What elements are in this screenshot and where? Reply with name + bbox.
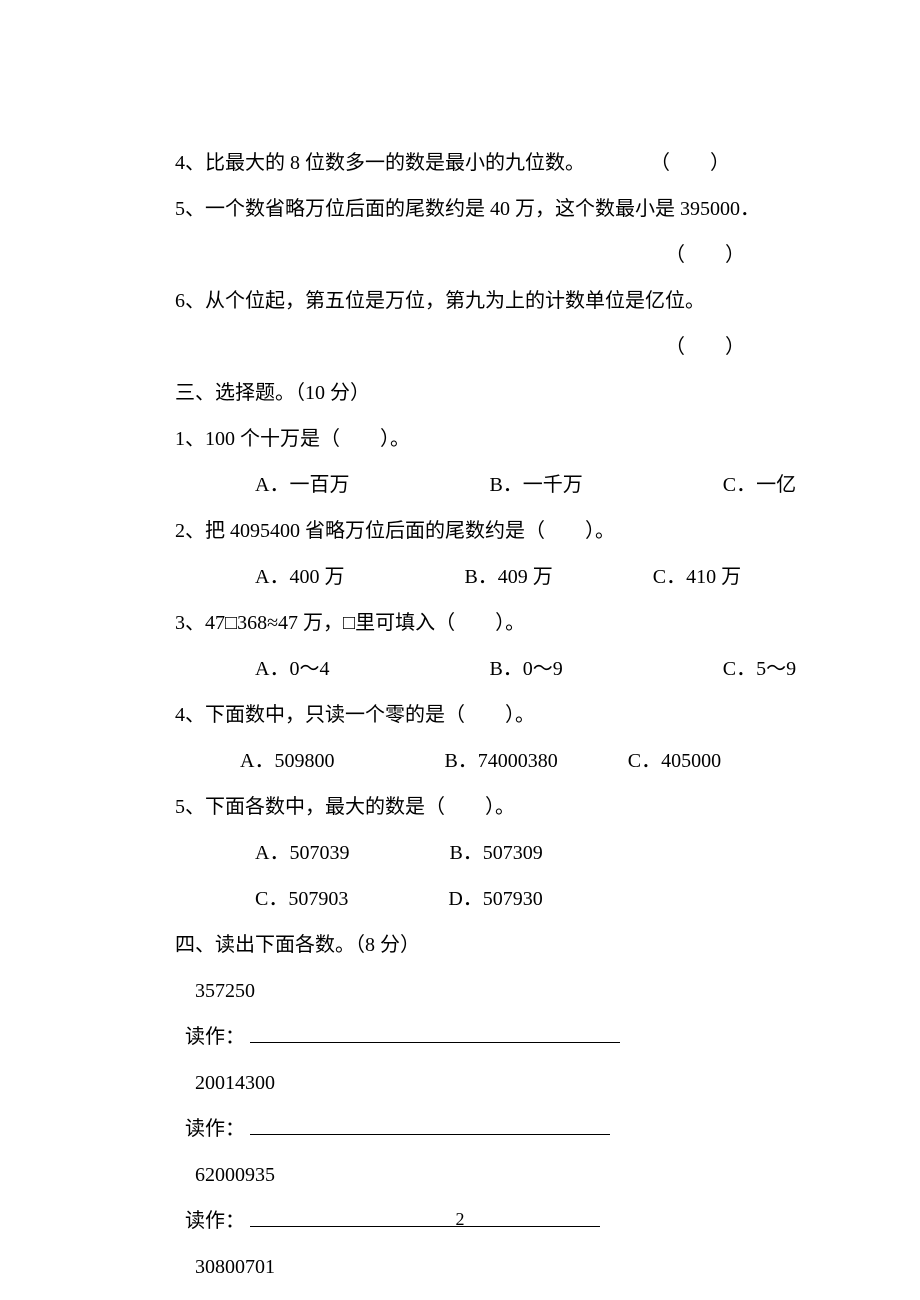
underline-2 (250, 1111, 610, 1135)
section3-q4-a: A．509800 (240, 750, 334, 772)
section4-n3: 62000935 (175, 1152, 760, 1198)
section3-q2-c: C．410 万 (653, 566, 741, 588)
section4-n4: 30800701 (175, 1244, 760, 1290)
section4-n1: 357250 (175, 968, 760, 1014)
judge-q5-text: 5、一个数省略万位后面的尾数约是 40 万，这个数最小是 395000． (175, 198, 760, 220)
judge-q6-paren: （ ） (665, 336, 745, 358)
section3-q3-options: A．0～4 B．0～9 C．5～9 (175, 646, 760, 692)
judge-q4-text: 4、比最大的 8 位数多一的数是最小的九位数。 (175, 152, 585, 174)
section3-q2-a: A．400 万 (255, 566, 344, 588)
section3-q4-stem: 4、下面数中，只读一个零的是（ ）。 (175, 692, 760, 738)
section3-q4-c: C．405000 (628, 750, 721, 772)
read-label-2: 读作： (185, 1118, 245, 1140)
section3-q4-options: A．509800 B．74000380 C．405000 (175, 738, 760, 784)
section4-n2: 20014300 (175, 1060, 760, 1106)
section4-title: 四、读出下面各数。（8 分） (175, 922, 760, 968)
section3-q3-stem: 3、47□368≈47 万，□里可填入（ ）。 (175, 600, 760, 646)
section3-q2-b: B．409 万 (464, 566, 552, 588)
page-number: 2 (0, 1199, 920, 1240)
section4-read2: 读作： (175, 1106, 760, 1152)
section3-q5-stem: 5、下面各数中，最大的数是（ ）。 (175, 784, 760, 830)
section3-q3-a: A．0～4 (255, 658, 329, 680)
section3-q1-c: C．一亿 (723, 474, 796, 496)
section3-q5-options1: A．507039 B．507309 (175, 830, 760, 876)
section3-q5-b: B．507309 (449, 842, 542, 864)
judge-q5-paren: （ ） (665, 244, 745, 266)
judge-q4: 4、比最大的 8 位数多一的数是最小的九位数。 （ ） (175, 140, 760, 186)
section3-q2-options: A．400 万 B．409 万 C．410 万 (175, 554, 760, 600)
section3-q1-stem: 1、100 个十万是（ ）。 (175, 416, 760, 462)
section3-q1-b: B．一千万 (489, 474, 582, 496)
section3-q3-c: C．5～9 (723, 658, 796, 680)
judge-q6-text: 6、从个位起，第五位是万位，第九为上的计数单位是亿位。 (175, 290, 705, 312)
section3-title: 三、选择题。（10 分） (175, 370, 760, 416)
section3-q3-b: B．0～9 (489, 658, 562, 680)
underline-1 (250, 1019, 620, 1043)
judge-q5: 5、一个数省略万位后面的尾数约是 40 万，这个数最小是 395000． (175, 186, 760, 232)
section3-q5-d: D．507930 (448, 888, 542, 910)
section3-q5-a: A．507039 (255, 842, 349, 864)
judge-q6: 6、从个位起，第五位是万位，第九为上的计数单位是亿位。 (175, 278, 760, 324)
section3-q2-stem: 2、把 4095400 省略万位后面的尾数约是（ ）。 (175, 508, 760, 554)
judge-q5-paren-line: （ ） (175, 232, 760, 278)
judge-q4-paren: （ ） (650, 152, 730, 174)
section3-q5-options2: C．507903 D．507930 (175, 876, 760, 922)
section4-read1: 读作： (175, 1014, 760, 1060)
section3-q1-a: A．一百万 (255, 474, 349, 496)
section3-q4-b: B．74000380 (444, 750, 557, 772)
read-label-1: 读作： (185, 1026, 245, 1048)
section3-q1-options: A．一百万 B．一千万 C．一亿 (175, 462, 760, 508)
judge-q6-paren-line: （ ） (175, 324, 760, 370)
section3-q5-c: C．507903 (255, 888, 348, 910)
